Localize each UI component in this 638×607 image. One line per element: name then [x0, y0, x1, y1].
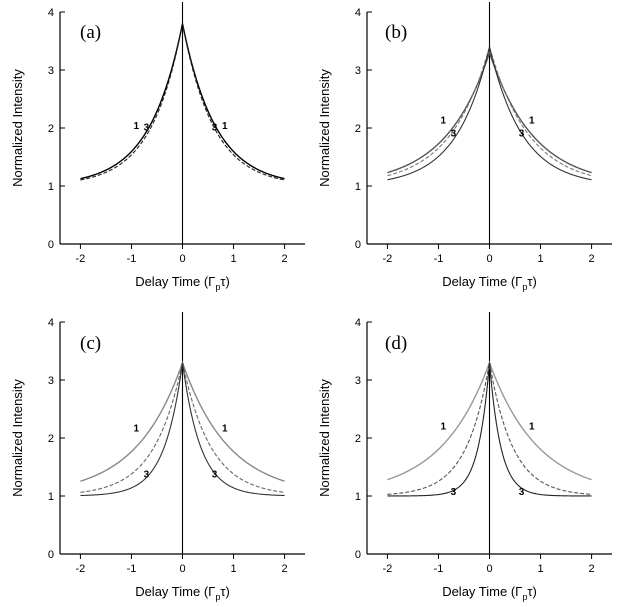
- series-label-left: 3: [144, 122, 150, 133]
- series-label-right: 1: [222, 424, 228, 435]
- x-tick-label: -2: [383, 563, 393, 575]
- y-axis-label: Normalized Intensity: [317, 379, 332, 497]
- x-tick-label: 0: [486, 253, 492, 265]
- y-tick-label: 3: [355, 65, 361, 77]
- y-tick-label: 3: [48, 65, 54, 77]
- y-tick-label: 0: [355, 549, 361, 561]
- y-tick-label: 4: [48, 7, 54, 19]
- y-tick-label: 4: [355, 7, 361, 19]
- panel-label: (a): [80, 22, 101, 43]
- series-line: [80, 362, 285, 497]
- series-line: [80, 23, 285, 181]
- series-line: [80, 362, 285, 493]
- x-axis-label: Delay Time (Γpτ): [442, 274, 537, 292]
- series-label-right: 3: [212, 469, 218, 480]
- y-tick-label: 0: [48, 549, 54, 561]
- series-label-right: 1: [529, 116, 535, 127]
- series-label-left: 3: [451, 129, 457, 140]
- x-tick-label: 0: [486, 563, 492, 575]
- x-tick-label: -1: [434, 563, 444, 575]
- panel-label: (b): [385, 22, 407, 43]
- series-line: [387, 362, 592, 495]
- y-axis-label: Normalized Intensity: [10, 379, 25, 497]
- chart-panel-d: 0 1 2 3 4 -2 -1 0 1 2 Normalized Intensity Delay Ti…: [317, 312, 612, 602]
- panel-label: (d): [385, 333, 407, 354]
- chart-panel-a: 0 1 2 3 4 -2 -1 0 1 2 Normalized Intensity Delay Ti…: [10, 2, 305, 292]
- series-label-left: 1: [440, 116, 446, 127]
- x-tick-label: -1: [127, 253, 137, 265]
- x-tick-label: 1: [230, 563, 236, 575]
- series-label-left: 1: [133, 424, 139, 435]
- y-tick-label: 2: [355, 123, 361, 135]
- x-tick-label: -1: [434, 253, 444, 265]
- y-tick-label: 2: [48, 123, 54, 135]
- series-label-left: 3: [451, 487, 457, 498]
- x-axis-label: Delay Time (Γpτ): [135, 584, 230, 602]
- y-tick-label: 1: [48, 181, 54, 193]
- series-label-left: 3: [144, 469, 150, 480]
- x-tick-label: 2: [282, 253, 288, 265]
- y-tick-label: 3: [48, 375, 54, 387]
- series-label-right: 1: [222, 121, 228, 132]
- series-label-right: 1: [529, 421, 535, 432]
- x-tick-label: 0: [179, 563, 185, 575]
- x-tick-label: 1: [537, 563, 543, 575]
- y-tick-label: 1: [48, 491, 54, 503]
- x-tick-label: -2: [383, 253, 393, 265]
- y-tick-label: 4: [48, 317, 54, 329]
- x-tick-label: 2: [589, 253, 595, 265]
- x-axis-label: Delay Time (Γpτ): [135, 274, 230, 292]
- y-tick-label: 2: [355, 433, 361, 445]
- series-line: [387, 362, 592, 497]
- x-tick-label: -2: [76, 253, 86, 265]
- series-label-right: 3: [519, 487, 525, 498]
- y-tick-label: 3: [355, 375, 361, 387]
- series-label-right: 3: [519, 129, 525, 140]
- x-tick-label: 2: [589, 563, 595, 575]
- x-axis-label: Delay Time (Γpτ): [442, 584, 537, 602]
- x-tick-label: -1: [127, 563, 137, 575]
- panel-label: (c): [80, 333, 101, 354]
- y-tick-label: 1: [355, 181, 361, 193]
- series-label-left: 1: [440, 421, 446, 432]
- chart-panel-c: 0 1 2 3 4 -2 -1 0 1 2 Normalized Intensity Delay Ti…: [10, 312, 305, 602]
- y-tick-label: 1: [355, 491, 361, 503]
- x-tick-label: -2: [76, 563, 86, 575]
- series-line: [387, 46, 592, 181]
- x-tick-label: 2: [282, 563, 288, 575]
- y-tick-label: 0: [355, 239, 361, 251]
- series-label-right: 3: [212, 122, 218, 133]
- series-label-left: 1: [133, 121, 139, 132]
- x-tick-label: 0: [179, 253, 185, 265]
- y-axis-label: Normalized Intensity: [317, 69, 332, 187]
- series-line: [387, 44, 592, 177]
- chart-panel-b: 0 1 2 3 4 -2 -1 0 1 2 Normalized Intensity Delay Ti…: [317, 2, 612, 292]
- y-tick-label: 0: [48, 239, 54, 251]
- x-tick-label: 1: [537, 253, 543, 265]
- y-tick-label: 2: [48, 433, 54, 445]
- y-tick-label: 4: [355, 317, 361, 329]
- x-tick-label: 1: [230, 253, 236, 265]
- y-axis-label: Normalized Intensity: [10, 69, 25, 187]
- series-line: [387, 50, 592, 174]
